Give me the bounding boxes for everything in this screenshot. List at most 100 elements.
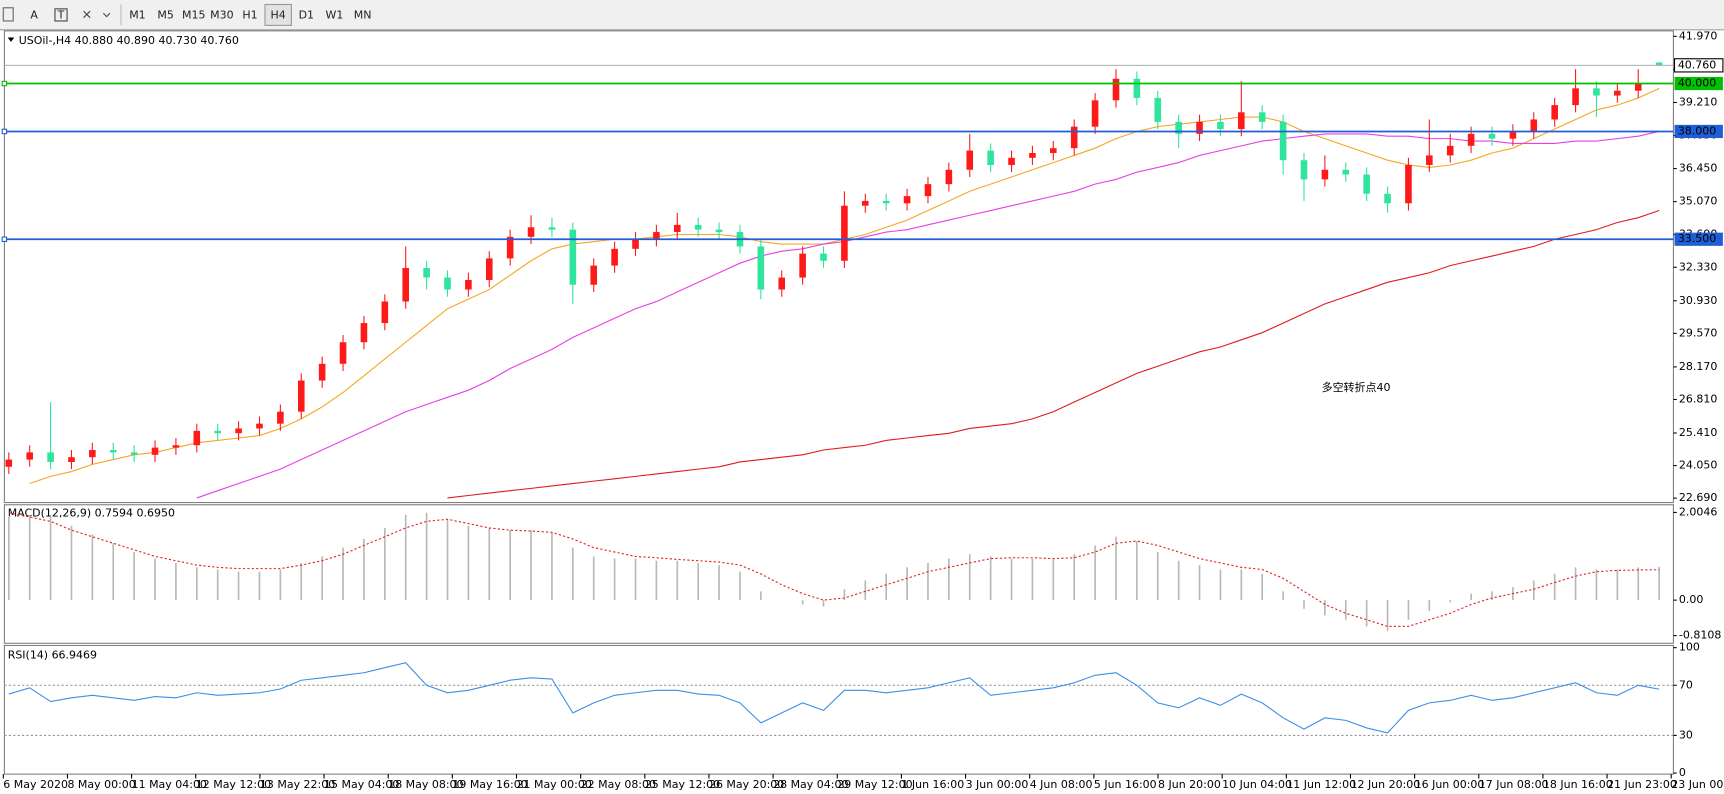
candle-body [694, 224, 702, 230]
candle-body [1279, 121, 1287, 161]
x-tick-label: 12 May 12:00 [196, 778, 271, 791]
current-price-tag [1673, 58, 1724, 73]
candle-body [1446, 145, 1454, 156]
x-tick-label: 16 Jun 00:00 [1415, 778, 1485, 791]
timeframe-button[interactable]: M5 [157, 8, 173, 21]
candle-body [1196, 121, 1203, 134]
macd-signal [8, 512, 1660, 627]
y-tick-label: 28.170 [1679, 360, 1717, 373]
current-price-label: 40.760 [1678, 58, 1716, 71]
x-tick-label: 8 Jun 20:00 [1158, 778, 1221, 791]
timeframe-button[interactable]: M30 [210, 8, 233, 21]
x-tick-label: 21 Jun 23:00 [1607, 778, 1677, 791]
candle-body [632, 239, 639, 249]
symbol-menu-arrow[interactable] [7, 37, 15, 42]
macd-panel-frame [3, 504, 1674, 644]
candle-body [903, 196, 911, 204]
candle-body [966, 150, 974, 170]
candle-body [882, 200, 890, 204]
candle-body [653, 232, 660, 240]
timeframe-button[interactable]: D1 [299, 8, 314, 21]
x-tick-label: 5 Jun 16:00 [1094, 778, 1157, 791]
candle-body [548, 227, 556, 230]
rsi-title: RSI(14) 66.9469 [8, 648, 97, 661]
candle-body [1091, 100, 1099, 127]
x-tick-label: 17 Jun 08:00 [1479, 778, 1549, 791]
candle-body [423, 267, 430, 278]
level-handle[interactable] [1, 80, 8, 87]
candle-body [151, 447, 159, 455]
candle-body [757, 246, 765, 290]
candle-body [715, 229, 723, 233]
candle-body [799, 253, 806, 278]
candle-body [47, 452, 54, 462]
candle-body [214, 430, 221, 434]
candle-body [1488, 133, 1496, 139]
rsi-line [8, 662, 1660, 734]
timeframe-button[interactable]: H1 [242, 8, 257, 21]
chart-header: USOil-,H4 40.880 40.890 40.730 40.760 [19, 34, 239, 47]
candle-body [130, 452, 138, 455]
icon-objects[interactable] [83, 10, 111, 19]
candle-body [820, 253, 827, 261]
candle-body [611, 248, 618, 266]
candle-body [1634, 83, 1642, 91]
candle-body [26, 452, 33, 460]
timeframe-button[interactable]: M1 [129, 8, 145, 21]
y-tick-label: 35.070 [1679, 195, 1717, 208]
icon-text[interactable] [54, 8, 68, 22]
level-handle[interactable] [1, 236, 8, 242]
y-tick-label: 29.570 [1679, 326, 1717, 339]
y-tick-label: 100 [1679, 641, 1700, 654]
icon-list[interactable] [2, 7, 14, 22]
icon-text-glyph: T [57, 8, 65, 21]
candle-body [841, 205, 848, 261]
x-tick-label: 1 Jun 16:00 [901, 778, 964, 791]
macd-title: MACD(12,26,9) 0.7594 0.6950 [8, 507, 175, 520]
x-tick-label: 23 Jun 00:00 [1671, 778, 1724, 791]
candle-body [5, 459, 13, 467]
annotation: 多空转折点40 [1322, 380, 1391, 394]
candle-body [1070, 126, 1078, 149]
tool-button[interactable]: A [30, 8, 38, 21]
candle-body [1133, 78, 1141, 98]
level-handle[interactable] [1, 128, 8, 135]
x-tick-label: 19 May 16:00 [452, 778, 527, 791]
timeframe-button[interactable]: MN [354, 8, 372, 21]
candle-body [1614, 90, 1621, 96]
candle-body [297, 380, 305, 412]
candle-body [235, 428, 242, 434]
timeframe-button[interactable]: H4 [271, 8, 286, 21]
candle-body [68, 457, 75, 462]
candle-body [778, 277, 786, 290]
y-tick-label: 36.450 [1679, 162, 1717, 175]
y-tick-label: -0.8108 [1679, 629, 1721, 642]
y-tick-label: 25.410 [1679, 426, 1717, 439]
y-tick-label: 0 [1679, 766, 1686, 779]
candle-body [1321, 169, 1329, 180]
candle-body [506, 236, 514, 259]
toolbar-bg [0, 0, 1724, 30]
candle-body [109, 450, 117, 453]
active-timeframe-box [264, 3, 292, 26]
x-tick-label: 3 Jun 00:00 [966, 778, 1029, 791]
candle-body [673, 224, 681, 233]
candle-body [339, 342, 347, 364]
candle-body [527, 227, 535, 237]
candle-body [1530, 119, 1538, 132]
timeframe-button[interactable]: M15 [182, 8, 205, 21]
candle-body [1175, 121, 1182, 134]
x-tick-label: 21 May 00:00 [517, 778, 592, 791]
candle-body [1217, 121, 1224, 130]
candle-body [256, 423, 263, 429]
level-tag [1674, 124, 1723, 139]
candle-body [1300, 160, 1308, 180]
y-tick-label: 24.050 [1679, 459, 1717, 472]
candle-body [318, 363, 326, 381]
candle-body [172, 445, 180, 448]
candle-body [1384, 193, 1391, 204]
rsi-panel-frame [3, 644, 1674, 775]
timeframe-button[interactable]: W1 [326, 8, 344, 21]
x-tick-label: 8 May 00:00 [67, 778, 135, 791]
